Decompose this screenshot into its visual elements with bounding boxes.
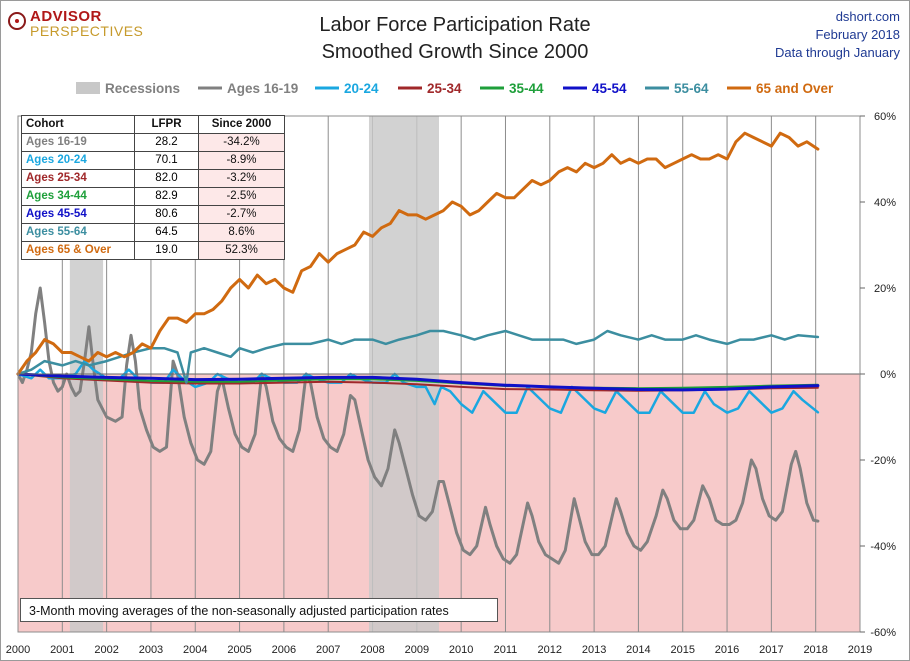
x-tick-label: 2017	[759, 644, 783, 656]
source-through: Data through January	[774, 45, 900, 60]
lfpr-cell: 64.5	[134, 223, 199, 242]
legend: Recessions Ages 16-19 20-24 25-34 35-44 45-54…	[76, 81, 834, 96]
x-tick-label: 2011	[494, 644, 518, 656]
x-tick-label: 2013	[582, 644, 606, 656]
source-date: February 2018	[815, 27, 900, 42]
stats-table: Cohort LFPR Since 2000 Ages 16-19 28.2 -…	[21, 115, 285, 260]
col-header-cohort: Cohort	[21, 115, 135, 134]
footnote: 3-Month moving averages of the non-seaso…	[20, 598, 498, 622]
lfpr-cell: 19.0	[134, 241, 199, 260]
y-tick-label: -20%	[870, 455, 896, 467]
lfpr-cell: 80.6	[134, 205, 199, 224]
table-row: Ages 20-24 70.1 -8.9%	[21, 151, 285, 170]
x-tick-label: 2012	[538, 644, 562, 656]
table-row: Ages 16-19 28.2 -34.2%	[21, 133, 285, 152]
cohort-cell: Ages 16-19	[21, 133, 135, 152]
brand-line1: ADVISOR	[30, 8, 102, 25]
lfpr-cell: 82.9	[134, 187, 199, 206]
y-tick-label: -40%	[870, 541, 896, 553]
cohort-cell: Ages 65 & Over	[21, 241, 135, 260]
x-tick-label: 2014	[626, 644, 650, 656]
col-header-since: Since 2000	[198, 115, 285, 134]
series-lines	[16, 131, 820, 565]
legend-label: 25-34	[427, 81, 462, 96]
x-tick-label: 2006	[272, 644, 296, 656]
table-row: Ages 34-44 82.9 -2.5%	[21, 187, 285, 206]
brand-line2: PERSPECTIVES	[30, 23, 144, 39]
y-tick-label: 0%	[880, 369, 896, 381]
since-cell: 52.3%	[198, 241, 285, 260]
x-tick-label: 2007	[316, 644, 340, 656]
x-tick-label: 2005	[227, 644, 251, 656]
x-tick-label: 2004	[183, 644, 207, 656]
cohort-cell: Ages 34-44	[21, 187, 135, 206]
legend-label: Ages 16-19	[227, 81, 298, 96]
x-tick-label: 2015	[670, 644, 694, 656]
table-row: Ages 45-54 80.6 -2.7%	[21, 205, 285, 224]
y-axis-ticks: 60% 40% 20% 0% -20% -40% -60%	[860, 111, 896, 639]
y-tick-label: 20%	[874, 283, 896, 295]
x-tick-label: 2003	[139, 644, 163, 656]
brand-logo: ADVISOR PERSPECTIVES	[8, 6, 168, 50]
x-tick-label: 2009	[405, 644, 429, 656]
cohort-cell: Ages 55-64	[21, 223, 135, 242]
series-line	[16, 286, 820, 565]
title-line1: Labor Force Participation Rate	[319, 14, 591, 36]
y-tick-label: 40%	[874, 197, 896, 209]
since-cell: -8.9%	[198, 151, 285, 170]
legend-label: 45-54	[592, 81, 627, 96]
x-tick-label: 2001	[50, 644, 74, 656]
cohort-cell: Ages 45-54	[21, 205, 135, 224]
x-tick-label: 2010	[449, 644, 473, 656]
y-tick-label: 60%	[874, 111, 896, 123]
table-row: Ages 65 & Over 19.0 52.3%	[21, 241, 285, 260]
since-cell: 8.6%	[198, 223, 285, 242]
lfpr-cell: 28.2	[134, 133, 199, 152]
since-cell: -2.7%	[198, 205, 285, 224]
x-tick-label: 2000	[6, 644, 30, 656]
cohort-cell: Ages 25-34	[21, 169, 135, 188]
x-tick-label: 2002	[94, 644, 118, 656]
x-tick-label: 2016	[715, 644, 739, 656]
chart-title: Labor Force Participation Rate Smoothed …	[0, 12, 910, 66]
since-cell: -3.2%	[198, 169, 285, 188]
table-row: Ages 55-64 64.5 8.6%	[21, 223, 285, 242]
legend-label: 35-44	[509, 81, 544, 96]
legend-label: Recessions	[105, 81, 180, 96]
series-line	[16, 329, 820, 384]
x-tick-label: 2008	[360, 644, 384, 656]
title-line2: Smoothed Growth Since 2000	[321, 41, 589, 63]
series-line	[16, 131, 820, 376]
since-cell: -34.2%	[198, 133, 285, 152]
table-row: Ages 25-34 82.0 -3.2%	[21, 169, 285, 188]
compass-icon	[8, 12, 26, 30]
series-line	[17, 373, 819, 390]
lfpr-cell: 82.0	[134, 169, 199, 188]
x-tick-label: 2018	[803, 644, 827, 656]
legend-label: 55-64	[674, 81, 709, 96]
stats-header-row: Cohort LFPR Since 2000	[21, 115, 285, 134]
since-cell: -2.5%	[198, 187, 285, 206]
legend-label: 65 and Over	[756, 81, 834, 96]
legend-label: 20-24	[344, 81, 379, 96]
x-tick-label: 2019	[848, 644, 872, 656]
source-info: dshort.com February 2018 Data through Ja…	[775, 8, 900, 62]
col-header-lfpr: LFPR	[134, 115, 199, 134]
legend-swatch-recession	[76, 82, 100, 94]
x-axis-ticks: 2000 2001 2002 2003 2004 2005 2006 2007 2008 2009…	[6, 644, 872, 656]
y-tick-label: -60%	[870, 627, 896, 639]
source-site: dshort.com	[835, 9, 900, 24]
lfpr-cell: 70.1	[134, 151, 199, 170]
cohort-cell: Ages 20-24	[21, 151, 135, 170]
series-line	[16, 372, 820, 392]
